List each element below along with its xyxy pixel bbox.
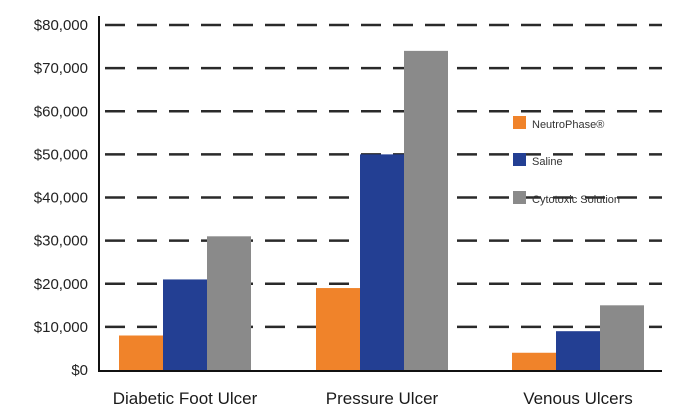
legend-label: NeutroPhase®	[532, 119, 604, 131]
bar-saline	[360, 154, 404, 370]
legend-swatch	[513, 116, 526, 129]
y-tick-label: $20,000	[34, 276, 88, 293]
legend: NeutroPhase® Saline Cytotoxic Solution	[513, 116, 620, 206]
y-tick-label: $80,000	[34, 17, 88, 34]
bar-cytotoxic-solution	[600, 305, 644, 370]
bar-neutrophase	[119, 335, 163, 370]
bar-neutrophase	[316, 288, 360, 370]
bar-saline	[163, 279, 207, 370]
y-tick-label: $0	[71, 362, 88, 379]
bar-cytotoxic-solution	[207, 236, 251, 370]
category-label: Venous Ulcers	[523, 389, 633, 408]
y-tick-label: $60,000	[34, 103, 88, 120]
legend-swatch	[513, 191, 526, 204]
bar-neutrophase	[512, 352, 556, 370]
y-tick-label: $50,000	[34, 146, 88, 163]
legend-label: Cytotoxic Solution	[532, 194, 620, 206]
y-tick-label: $70,000	[34, 60, 88, 77]
bar-saline	[556, 331, 600, 370]
category-labels: Diabetic Foot Ulcer Pressure Ulcer Venous …	[113, 389, 633, 408]
bar-cytotoxic-solution	[404, 50, 448, 370]
category-label: Diabetic Foot Ulcer	[113, 389, 258, 408]
grid-lines	[105, 23, 662, 329]
bars	[119, 50, 644, 370]
y-tick-labels: $0 $10,000 $20,000 $30,000 $40,000 $50,000 $60…	[34, 17, 88, 379]
y-tick-label: $30,000	[34, 233, 88, 250]
category-label: Pressure Ulcer	[326, 389, 439, 408]
y-tick-label: $10,000	[34, 319, 88, 336]
legend-swatch	[513, 153, 526, 166]
y-tick-label: $40,000	[34, 190, 88, 207]
legend-label: Saline	[532, 156, 563, 168]
